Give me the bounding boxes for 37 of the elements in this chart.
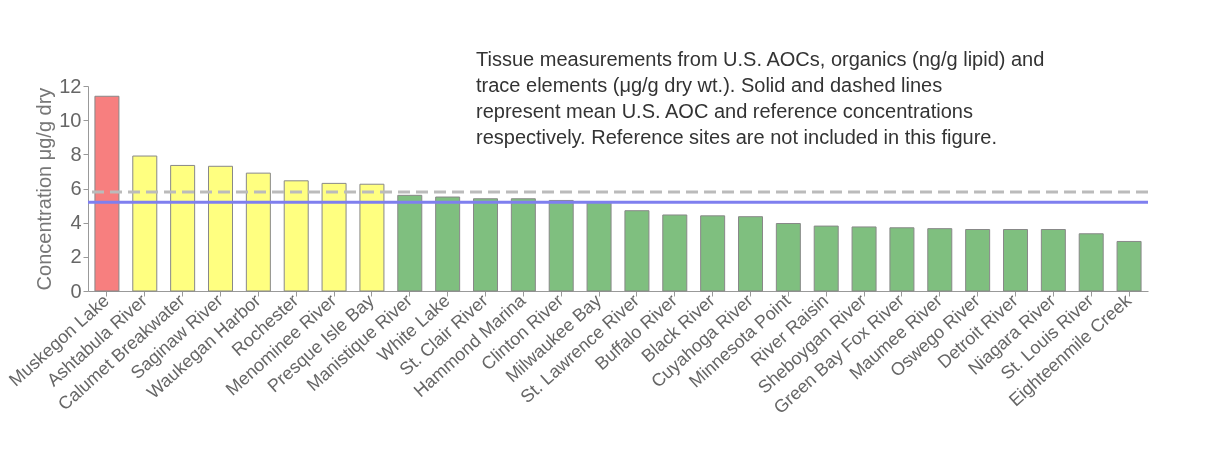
bar [283,180,309,292]
bar [473,198,498,292]
bar [1003,229,1028,292]
bar [700,215,726,292]
bar [889,227,915,292]
bar [245,172,271,292]
y-tick-label: 2 [70,245,82,268]
bar [435,196,461,292]
y-tick-label: 10 [59,108,82,131]
y-tick-label: 6 [70,177,82,199]
y-tick-label: 8 [70,142,82,165]
bar [132,155,158,292]
y-tick-label: 0 [70,279,82,302]
bar [321,182,347,292]
bar [662,214,688,292]
y-tick-label: 4 [70,211,82,234]
annotation: Tissue measurements from U.S. AOCs, organics (ng/g lipid) and trace elements (μg/g dry wt.). Solid and dashed lines represent mean U.S. AOC and reference concentrations respectively. Reference sites are not included in this figure. [476,48,1045,148]
bar [1040,229,1066,292]
bar [586,201,612,292]
bar [1116,240,1142,292]
bar [548,199,574,292]
bar [208,165,233,292]
bar [170,164,196,292]
bar [775,223,801,292]
y-axis-title: Concentration μg/g dry [33,87,56,291]
bar [359,183,385,292]
bar [510,198,536,292]
bar [1078,233,1104,292]
bar [813,225,839,292]
bar [927,228,953,292]
bar [851,226,877,292]
bar [624,210,650,292]
bar [965,229,991,292]
bar [397,194,423,292]
bar [738,216,763,292]
y-tick-label: 12 [59,74,82,97]
bar [94,95,120,292]
